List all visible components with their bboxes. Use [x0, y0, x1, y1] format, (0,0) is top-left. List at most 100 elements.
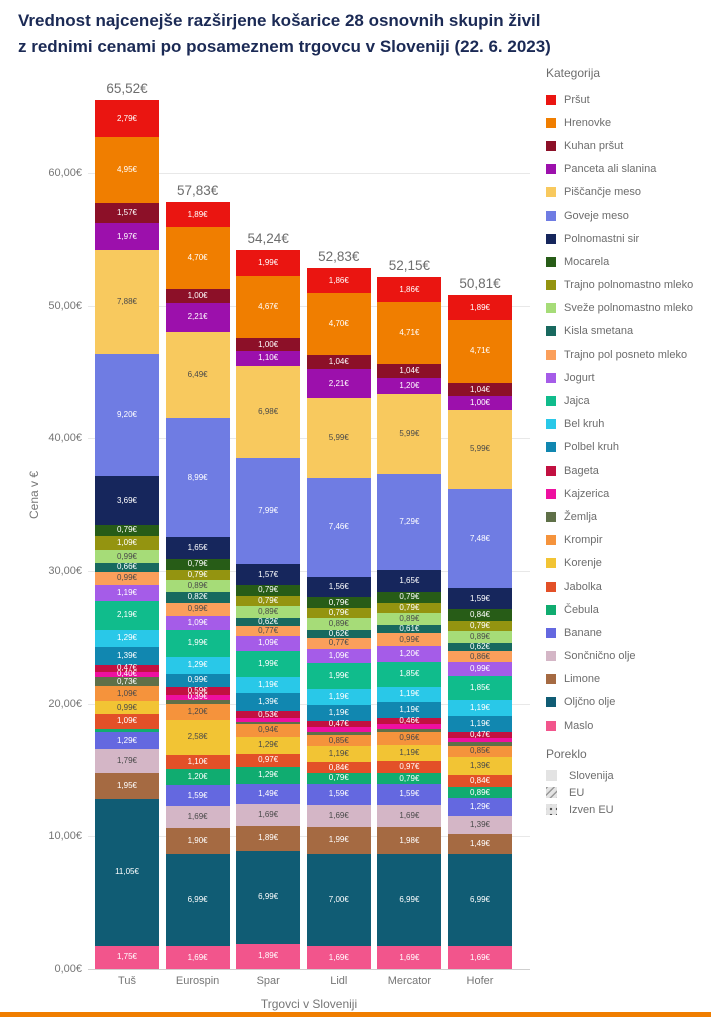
bar-segment[interactable] [377, 724, 442, 729]
bar-segment[interactable]: 1,99€ [306, 663, 371, 690]
bar-segment[interactable]: 1,86€ [377, 277, 442, 302]
bar-segment[interactable]: 1,89€ [236, 825, 301, 852]
bar-segment[interactable]: 1,19€ [377, 744, 442, 761]
legend-item-olj-no-olje[interactable]: Oljčno olje [546, 691, 711, 714]
bar-segment[interactable] [377, 728, 442, 733]
bar-segment[interactable]: 0,40€ [95, 670, 159, 678]
legend-item-son-ni-no-olje[interactable]: Sončnično olje [546, 645, 711, 668]
legend-item-trajno-pol-posneto-mleko[interactable]: Trajno pol posneto mleko [546, 343, 711, 366]
bar-segment[interactable]: 0,73€ [95, 676, 159, 687]
bar-segment[interactable]: 1,56€ [306, 576, 371, 598]
bar-segment[interactable]: 1,04€ [377, 364, 442, 379]
bar-segment[interactable]: 1,57€ [95, 202, 159, 224]
bar-segment[interactable]: 1,69€ [306, 804, 371, 828]
bar-segment[interactable]: 1,04€ [448, 382, 512, 397]
bar-segment[interactable] [165, 699, 230, 705]
bar-segment[interactable] [306, 731, 371, 736]
bar-segment[interactable]: 1,39€ [448, 815, 512, 834]
legend-item--ebula[interactable]: Čebula [546, 598, 711, 621]
bar-segment[interactable]: 0,77€ [236, 626, 301, 637]
x-tick-label[interactable]: Eurospin [175, 975, 220, 987]
bar-segment[interactable]: 11,05€ [95, 799, 159, 946]
bar-segment[interactable]: 6,99€ [236, 851, 301, 944]
legend-item-jogurt[interactable]: Jogurt [546, 366, 711, 389]
bar-segment[interactable]: 1,39€ [236, 692, 301, 712]
bar-segment[interactable]: 0,97€ [236, 753, 301, 767]
bar-segment[interactable]: 0,99€ [448, 662, 512, 676]
bar-segment[interactable]: 1,69€ [448, 946, 512, 969]
legend-item-korenje[interactable]: Korenje [546, 552, 711, 575]
bar-segment[interactable]: 0,99€ [165, 602, 230, 616]
x-tick-label[interactable]: Spar [256, 975, 280, 987]
legend-poreklo-slovenija[interactable]: Slovenija [546, 767, 711, 784]
bar-segment[interactable]: 1,19€ [377, 702, 442, 719]
legend-poreklo-izven-eu[interactable]: Izven EU [546, 801, 711, 818]
bar-segment[interactable]: 0,79€ [377, 602, 442, 614]
bar-segment[interactable] [306, 727, 371, 732]
legend-poreklo-eu[interactable]: EU [546, 784, 711, 801]
legend-item-hrenovke[interactable]: Hrenovke [546, 111, 711, 134]
bar-segment[interactable]: 1,69€ [165, 946, 230, 969]
bar-segment[interactable]: 1,59€ [377, 783, 442, 806]
bar-segment[interactable]: 1,19€ [306, 705, 371, 721]
bar-segment[interactable]: 6,99€ [377, 853, 442, 947]
bar-segment[interactable]: 0,99€ [165, 673, 230, 687]
bar-segment[interactable]: 1,20€ [165, 704, 230, 721]
bar-segment[interactable]: 4,71€ [448, 320, 512, 383]
bar-segment[interactable]: 1,10€ [165, 754, 230, 770]
bar-segment[interactable]: 1,10€ [236, 351, 301, 366]
bar-segment[interactable]: 0,99€ [377, 632, 442, 647]
bar-segment[interactable]: 1,85€ [448, 675, 512, 701]
bar-segment[interactable]: 0,66€ [95, 563, 159, 572]
bar-segment[interactable]: 4,67€ [236, 275, 301, 338]
bar-segment[interactable]: 7,00€ [306, 853, 371, 947]
bar-segment[interactable]: 0,79€ [165, 559, 230, 570]
legend-item-limone[interactable]: Limone [546, 668, 711, 691]
bar-segment[interactable]: 3,69€ [95, 476, 159, 526]
bar-segment[interactable]: 0,62€ [448, 642, 512, 651]
legend-item-jabolka[interactable]: Jabolka [546, 575, 711, 598]
legend-item-kajzerica[interactable]: Kajzerica [546, 482, 711, 505]
bar-segment[interactable]: 0,89€ [448, 786, 512, 799]
bar-segment[interactable]: 0,79€ [377, 592, 442, 603]
x-tick-label[interactable]: Hofer [466, 975, 494, 987]
bar-segment[interactable]: 7,88€ [95, 249, 159, 355]
bar-segment[interactable]: 1,75€ [95, 945, 159, 969]
bar-segment[interactable]: 0,79€ [377, 773, 442, 784]
bar-segment[interactable]: 0,79€ [306, 597, 371, 608]
bar-segment[interactable]: 0,96€ [377, 732, 442, 745]
bar-segment[interactable]: 5,99€ [377, 394, 442, 474]
bar-segment[interactable]: 1,98€ [377, 827, 442, 854]
bar-segment[interactable]: 1,20€ [377, 646, 442, 662]
bar-segment[interactable]: 0,86€ [448, 651, 512, 663]
bar-segment[interactable]: 0,82€ [165, 591, 230, 603]
bar-segment[interactable]: 7,99€ [236, 458, 301, 565]
legend-item-goveje-meso[interactable]: Goveje meso [546, 204, 711, 227]
bar-segment[interactable]: 1,29€ [236, 766, 301, 784]
legend-item-maslo[interactable]: Maslo [546, 714, 711, 737]
bar-segment[interactable]: 1,19€ [95, 584, 159, 601]
bar-segment[interactable]: 0,53€ [236, 710, 301, 719]
bar-segment[interactable]: 0,84€ [448, 775, 512, 787]
bar-segment[interactable]: 4,70€ [306, 292, 371, 356]
bar-segment[interactable]: 0,79€ [306, 773, 371, 784]
bar-segment[interactable]: 1,99€ [306, 827, 371, 854]
bar-segment[interactable]: 1,59€ [448, 588, 512, 610]
bar-segment[interactable]: 1,09€ [236, 636, 301, 651]
bar-segment[interactable]: 4,70€ [165, 227, 230, 290]
bar-segment[interactable]: 4,95€ [95, 137, 159, 203]
bar-segment[interactable]: 0,99€ [95, 571, 159, 585]
bar-segment[interactable]: 1,89€ [448, 295, 512, 321]
bar-segment[interactable]: 0,84€ [448, 609, 512, 621]
bar-segment[interactable]: 1,29€ [236, 736, 301, 754]
bar-segment[interactable]: 1,49€ [448, 833, 512, 854]
bar-segment[interactable]: 0,47€ [448, 730, 512, 738]
bar-segment[interactable]: 0,79€ [236, 595, 301, 607]
bar-segment[interactable]: 0,79€ [306, 607, 371, 619]
bar-segment[interactable]: 4,71€ [377, 301, 442, 365]
bar-segment[interactable]: 1,49€ [236, 783, 301, 804]
bar-segment[interactable]: 2,58€ [165, 720, 230, 755]
bar-segment[interactable]: 1,57€ [236, 564, 301, 586]
bar-segment[interactable]: 0,89€ [236, 606, 301, 618]
bar-segment[interactable]: 2,21€ [165, 302, 230, 332]
